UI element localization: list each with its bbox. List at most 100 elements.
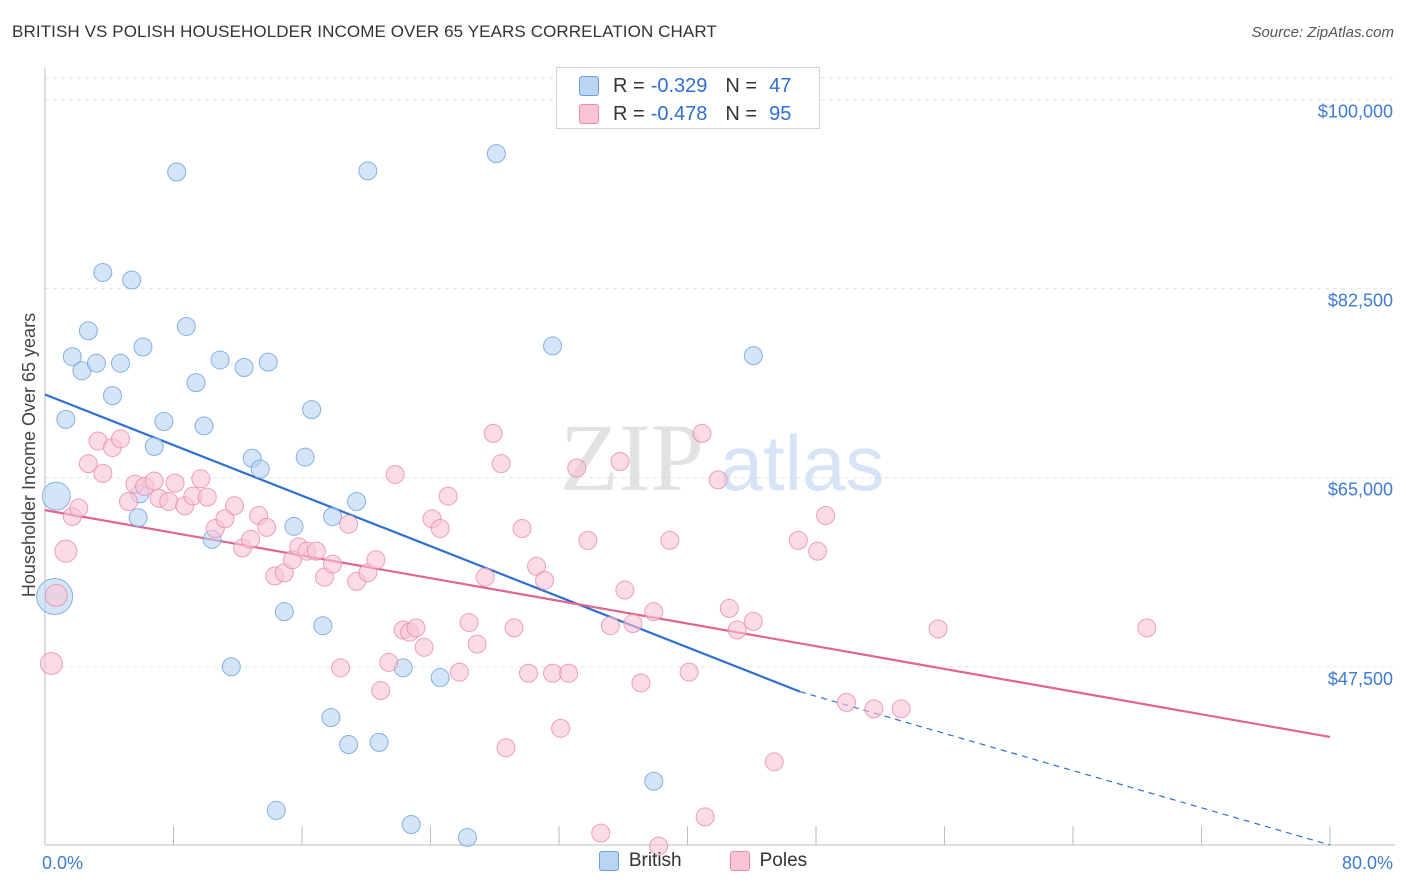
point-british bbox=[369, 732, 389, 752]
point-british bbox=[457, 827, 477, 847]
n-value: 47 bbox=[769, 74, 792, 97]
point-poles bbox=[44, 583, 68, 607]
point-poles bbox=[695, 807, 715, 827]
point-british bbox=[110, 353, 130, 373]
x-tick-label: 0.0% bbox=[42, 853, 83, 873]
point-british bbox=[258, 352, 278, 372]
stats-box: R = -0.329 N = 47 R = -0.478 N = 95 bbox=[556, 67, 820, 129]
point-british bbox=[154, 412, 174, 432]
point-poles bbox=[788, 530, 808, 550]
x-tick-label: 80.0% bbox=[1342, 853, 1393, 873]
point-poles bbox=[39, 652, 63, 676]
point-british bbox=[221, 657, 241, 677]
point-british bbox=[167, 162, 187, 182]
point-poles bbox=[543, 663, 563, 683]
point-poles bbox=[928, 619, 948, 639]
point-poles bbox=[644, 602, 664, 622]
point-poles bbox=[518, 663, 538, 683]
axes bbox=[44, 68, 1395, 846]
point-poles bbox=[808, 541, 828, 561]
point-poles bbox=[692, 423, 712, 443]
n-label: N = bbox=[725, 102, 758, 125]
point-poles bbox=[54, 539, 78, 563]
point-british bbox=[339, 735, 359, 755]
point-british bbox=[486, 144, 506, 164]
point-british bbox=[234, 358, 254, 378]
point-british bbox=[186, 373, 206, 393]
point-poles bbox=[864, 699, 884, 719]
point-poles bbox=[578, 530, 598, 550]
point-british bbox=[41, 481, 71, 511]
y-tick-label: $65,000 bbox=[1328, 480, 1393, 500]
r-label: R = bbox=[613, 74, 645, 97]
point-poles bbox=[430, 518, 450, 538]
point-poles bbox=[610, 452, 630, 471]
r-value: -0.478 bbox=[650, 102, 708, 125]
point-poles bbox=[727, 620, 747, 640]
point-british bbox=[313, 616, 333, 636]
point-british bbox=[250, 459, 270, 479]
point-poles bbox=[512, 518, 532, 538]
y-tick-label: $47,500 bbox=[1328, 669, 1393, 689]
point-poles bbox=[649, 836, 669, 856]
point-british bbox=[144, 436, 164, 456]
point-poles bbox=[483, 423, 503, 443]
watermark-atlas: atlas bbox=[720, 419, 885, 507]
point-poles bbox=[449, 662, 469, 682]
point-poles bbox=[306, 541, 326, 561]
point-british bbox=[543, 336, 563, 356]
point-poles bbox=[679, 662, 699, 682]
point-poles bbox=[119, 491, 139, 511]
point-british bbox=[321, 708, 341, 728]
trendline-poles bbox=[44, 509, 1331, 739]
point-british bbox=[86, 353, 106, 373]
point-british bbox=[176, 316, 196, 336]
point-poles bbox=[331, 658, 351, 678]
r-label: R = bbox=[613, 102, 645, 125]
point-poles bbox=[615, 580, 635, 600]
point-british bbox=[347, 491, 367, 511]
point-poles bbox=[600, 616, 620, 636]
watermark-zip: ZIP bbox=[560, 404, 704, 511]
y-tick-label: $82,500 bbox=[1328, 291, 1393, 311]
point-poles bbox=[414, 637, 434, 657]
point-poles bbox=[743, 611, 763, 631]
trendline-extension-british bbox=[799, 691, 1331, 846]
point-poles bbox=[144, 471, 164, 491]
legend-label-poles: Poles bbox=[759, 850, 808, 871]
stats-row-poles: R = -0.478 N = 95 bbox=[579, 100, 791, 128]
point-british bbox=[743, 346, 763, 366]
axis-labels: Householder Income Over 65 years $47,500… bbox=[19, 102, 1393, 873]
point-poles bbox=[491, 454, 511, 474]
source-label: Source: ZipAtlas.com bbox=[1251, 24, 1394, 41]
british-swatch bbox=[579, 76, 599, 96]
y-axis-label: Householder Income Over 65 years bbox=[19, 313, 39, 597]
point-poles bbox=[241, 529, 261, 549]
trend-lines bbox=[44, 393, 1331, 846]
point-poles bbox=[891, 699, 911, 719]
point-poles bbox=[379, 652, 399, 672]
point-poles bbox=[225, 496, 245, 516]
point-british bbox=[358, 161, 378, 181]
poles-swatch bbox=[579, 104, 599, 124]
point-poles bbox=[215, 509, 235, 529]
point-poles bbox=[165, 473, 185, 493]
point-poles bbox=[110, 429, 130, 449]
point-poles bbox=[78, 454, 98, 474]
point-poles bbox=[559, 663, 579, 683]
point-poles bbox=[816, 506, 836, 526]
point-poles bbox=[496, 738, 516, 758]
legend-item-british[interactable]: British bbox=[598, 850, 682, 872]
legend-item-poles[interactable]: Poles bbox=[729, 850, 808, 872]
point-poles bbox=[385, 464, 405, 484]
point-poles bbox=[764, 752, 784, 772]
point-poles bbox=[366, 550, 386, 570]
point-british bbox=[78, 321, 98, 341]
point-british bbox=[302, 400, 322, 420]
point-poles bbox=[406, 618, 426, 638]
point-poles bbox=[459, 612, 479, 632]
point-poles bbox=[719, 598, 739, 618]
point-british bbox=[102, 386, 122, 406]
point-poles bbox=[591, 823, 611, 843]
legend: British Poles bbox=[0, 850, 1406, 872]
